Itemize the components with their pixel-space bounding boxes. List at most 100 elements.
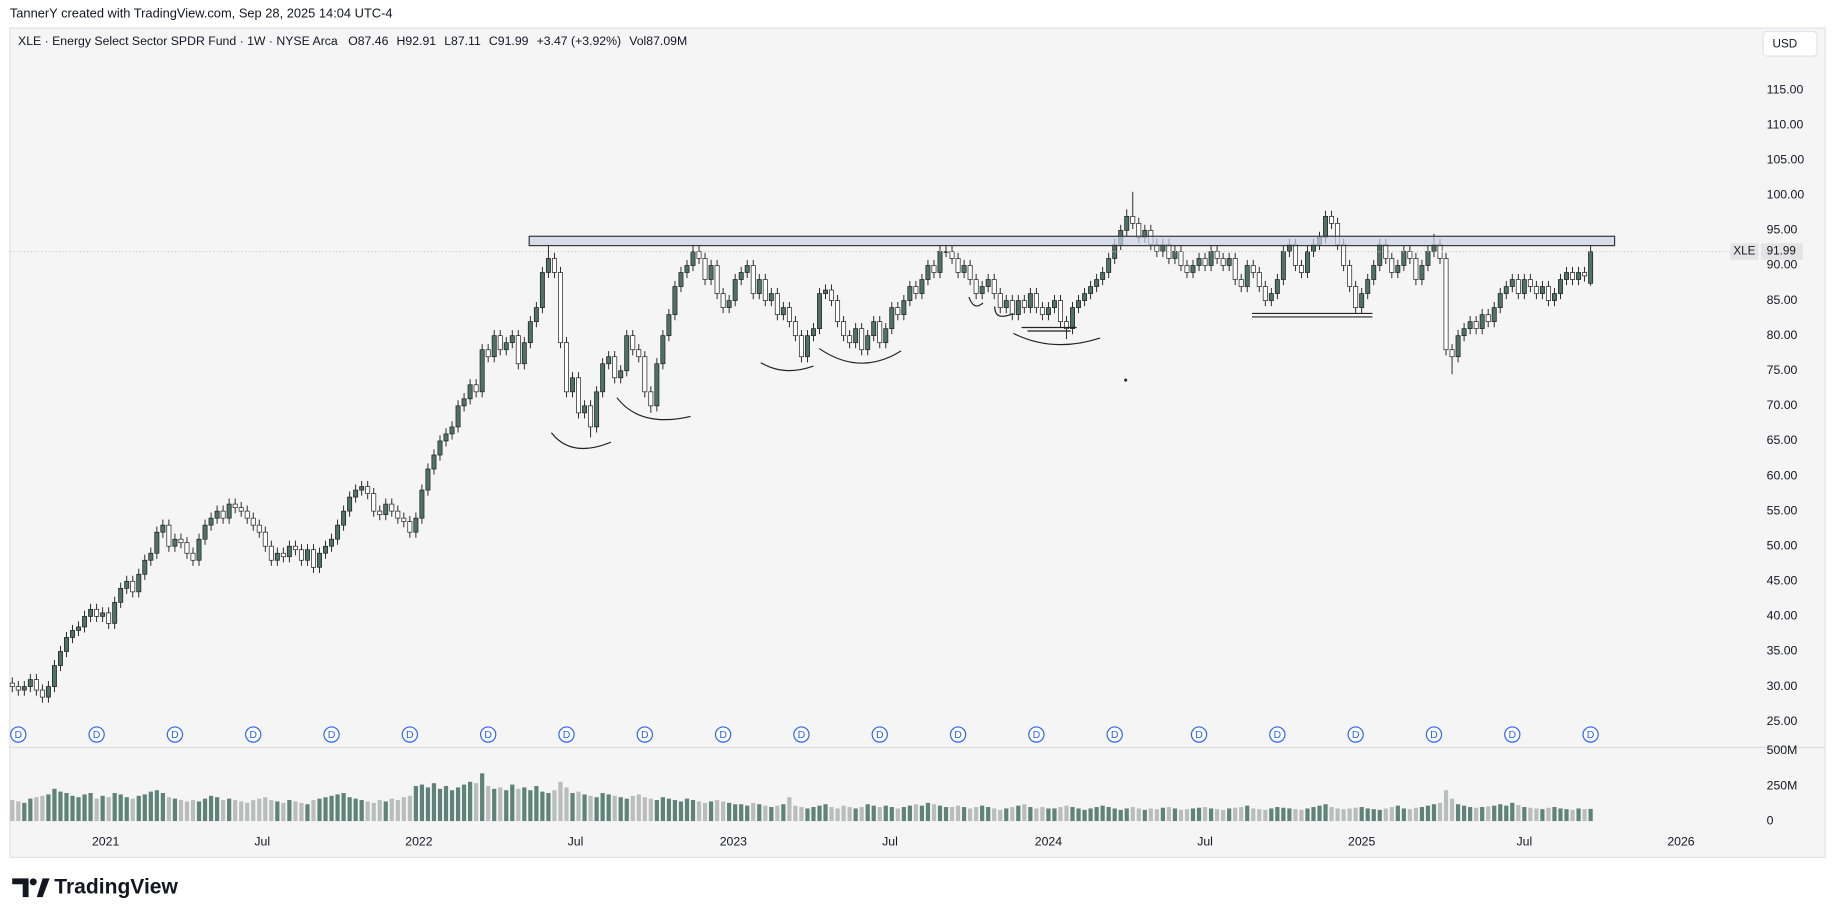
candle-body xyxy=(1588,251,1594,284)
volume-bar xyxy=(757,804,762,822)
candle-body xyxy=(1419,265,1425,280)
candle-body xyxy=(1027,293,1033,308)
y-tick-label: 100.00 xyxy=(1767,188,1805,202)
candle-body xyxy=(377,510,383,515)
dividend-marker xyxy=(88,726,105,743)
candle-body xyxy=(1323,216,1329,238)
drawings xyxy=(528,235,1616,449)
candle-body xyxy=(786,307,792,322)
x-tick-label: 2022 xyxy=(405,834,432,848)
volume-bar xyxy=(739,804,744,822)
volume-bar xyxy=(678,801,684,822)
volume-bar xyxy=(1437,802,1443,822)
volume-bar xyxy=(564,787,569,822)
candle-body xyxy=(70,630,75,638)
volume-bar xyxy=(221,800,226,822)
dividend-marker xyxy=(714,726,732,743)
volume-bar xyxy=(1377,809,1382,822)
candle-body xyxy=(738,272,744,280)
dividend-label: D xyxy=(14,729,22,741)
candle-body xyxy=(539,272,545,308)
candle-body xyxy=(1130,216,1136,224)
volume-bar xyxy=(799,807,804,822)
volume-bar xyxy=(708,801,714,822)
volume-bar xyxy=(100,795,105,822)
dividend-label: D xyxy=(1508,729,1516,741)
volume-bar xyxy=(1329,807,1334,822)
x-tick-label: 2025 xyxy=(1348,834,1375,848)
volume-bar xyxy=(58,791,63,822)
currency-button[interactable] xyxy=(1762,30,1818,57)
candle-body xyxy=(1082,293,1088,301)
volume-bar xyxy=(1564,809,1569,822)
volume-bar xyxy=(142,794,147,822)
candle-body xyxy=(1347,265,1353,287)
volume-bar xyxy=(214,797,220,822)
volume-bar xyxy=(672,800,678,822)
volume-bar xyxy=(618,797,623,822)
dividend-marker xyxy=(793,726,810,743)
volume-bar xyxy=(763,805,768,822)
volume-bar xyxy=(64,793,69,822)
candle-body xyxy=(1051,300,1057,308)
currency-label[interactable]: USD xyxy=(1773,38,1798,51)
candle-body xyxy=(1244,265,1250,287)
volume-bar xyxy=(1178,809,1184,822)
candle-body xyxy=(335,524,341,540)
volume-bar xyxy=(751,802,756,822)
volume-bar xyxy=(353,798,358,822)
candle-body xyxy=(521,342,527,365)
candle-body xyxy=(1455,335,1461,358)
y-tick-label: 95.00 xyxy=(1767,223,1798,237)
volume-bar xyxy=(1082,809,1087,822)
arc-drawing xyxy=(1013,332,1101,346)
volume-bar xyxy=(1214,809,1220,822)
candle-body xyxy=(371,493,377,512)
candle-body xyxy=(594,391,600,428)
volume-bar xyxy=(1407,809,1412,822)
candle-body xyxy=(576,377,582,414)
volume-bar xyxy=(389,798,394,822)
volume-bar xyxy=(895,808,900,822)
candle-body xyxy=(292,545,298,551)
candle-body xyxy=(1395,265,1401,273)
candle-body xyxy=(1064,321,1069,330)
volume-bar xyxy=(841,805,846,822)
volume-bar xyxy=(1455,804,1461,822)
candle-body xyxy=(437,440,443,456)
candle-body xyxy=(1443,258,1449,351)
volume-bar xyxy=(1016,805,1021,822)
logo-mark xyxy=(29,878,37,886)
y-tick-label: 40.00 xyxy=(1767,609,1798,623)
volume-bar xyxy=(1100,805,1105,822)
candle-body xyxy=(256,524,262,533)
y-tick-label: 75.00 xyxy=(1767,363,1798,377)
volume-bar xyxy=(648,798,653,822)
candle-body xyxy=(1539,286,1545,294)
candle-body xyxy=(805,335,810,358)
candle-body xyxy=(232,503,238,508)
volume-bar xyxy=(859,807,864,822)
dividend-marker xyxy=(1582,726,1599,743)
volume-bar xyxy=(1353,807,1358,822)
volume-bar xyxy=(1202,807,1208,822)
volume-bar xyxy=(1341,809,1346,822)
candle-body xyxy=(919,279,925,294)
candle-body xyxy=(883,328,889,344)
y-tick-label: 30.00 xyxy=(1767,679,1798,693)
y-tick-label: 80.00 xyxy=(1767,328,1798,342)
dividend-label: D xyxy=(641,729,649,741)
candle-body xyxy=(461,398,467,407)
candle-body xyxy=(618,370,624,379)
candle-body xyxy=(244,510,250,519)
volume-bar xyxy=(1251,808,1256,822)
volume-bar xyxy=(329,795,334,822)
volume-bar xyxy=(305,804,310,822)
volume-bar xyxy=(492,788,497,822)
volume-bar xyxy=(1136,808,1141,822)
candles xyxy=(9,191,1594,703)
last-price-tag xyxy=(1760,243,1803,260)
volume-bar xyxy=(943,807,949,822)
volume-bar xyxy=(34,797,39,822)
